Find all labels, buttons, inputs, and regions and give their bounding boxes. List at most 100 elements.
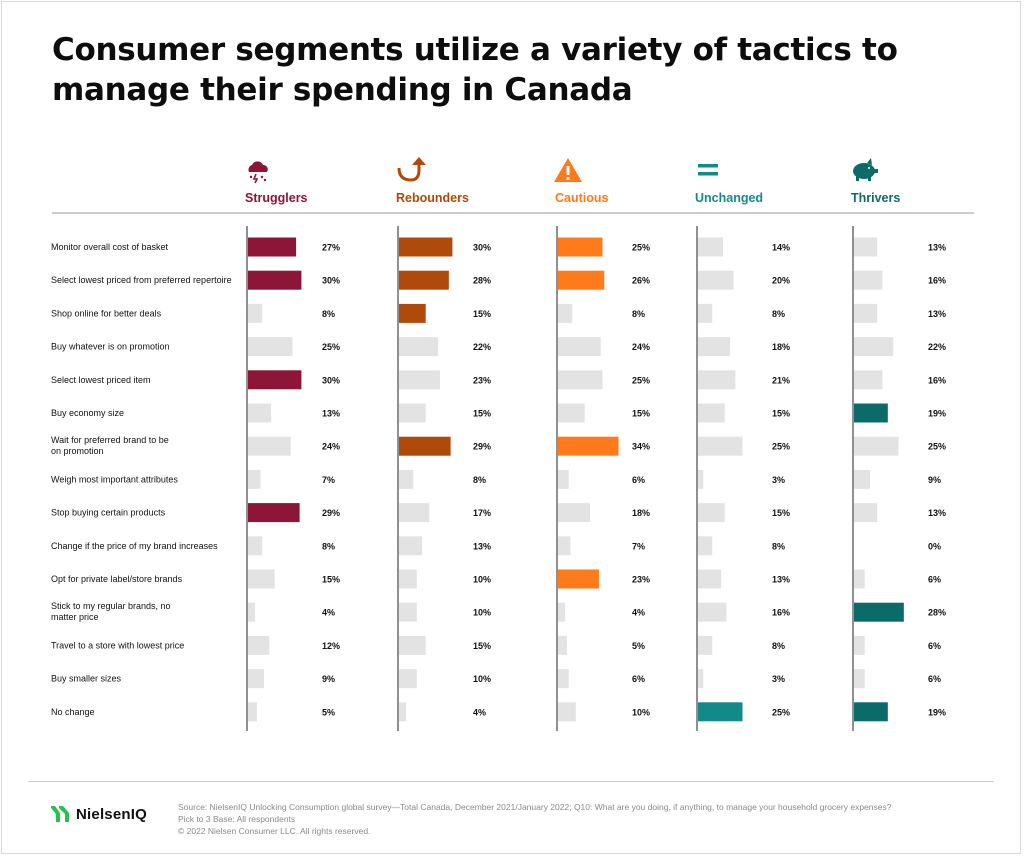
bar: [248, 569, 275, 589]
value-label: 30%: [473, 243, 491, 253]
value-label: 13%: [322, 409, 340, 419]
bar: [248, 237, 297, 257]
bar: [399, 469, 414, 489]
segment-header-thrivers: Thrivers: [851, 191, 900, 205]
tactic-label: Monitor overall cost of basket: [51, 242, 169, 252]
bar: [399, 669, 417, 689]
bar: [399, 436, 451, 456]
value-label: 21%: [772, 375, 790, 385]
value-label: 28%: [928, 608, 946, 618]
value-label: 6%: [928, 641, 941, 651]
bar: [558, 337, 601, 357]
value-label: 6%: [928, 575, 941, 585]
copyright-line: © 2022 Nielsen Consumer LLC. All rights …: [178, 826, 371, 836]
value-label: 16%: [928, 375, 946, 385]
bar: [558, 702, 576, 722]
bar: [854, 436, 899, 456]
up-arrow-icon: [397, 157, 426, 182]
value-label: 13%: [772, 575, 790, 585]
tactic-label: Stick to my regular brands, no matter pri…: [51, 601, 171, 622]
value-label: 8%: [322, 309, 335, 319]
nielseniq-logo-icon: [51, 806, 69, 822]
bar: [399, 237, 453, 257]
bar: [399, 635, 426, 655]
bar: [248, 635, 270, 655]
bar: [558, 270, 605, 290]
value-label: 16%: [928, 276, 946, 286]
bar: [558, 237, 603, 257]
value-label: 4%: [632, 608, 645, 618]
bar: [854, 469, 871, 489]
value-label: 25%: [322, 342, 340, 352]
value-label: 27%: [322, 243, 340, 253]
value-label: 15%: [322, 575, 340, 585]
bar: [854, 503, 878, 523]
bar: [698, 702, 743, 722]
value-label: 24%: [322, 442, 340, 452]
value-label: 5%: [632, 641, 645, 651]
bar: [248, 370, 302, 390]
value-label: 7%: [322, 475, 335, 485]
bar: [558, 503, 591, 523]
tactic-label: Weigh most important attributes: [51, 474, 178, 484]
bar: [248, 270, 302, 290]
segment-header-cautious: Cautious: [555, 191, 609, 205]
tactic-label: Buy economy size: [51, 408, 124, 418]
bar: [698, 303, 713, 323]
bar: [399, 337, 439, 357]
value-label: 14%: [772, 243, 790, 253]
value-label: 30%: [322, 375, 340, 385]
value-label: 29%: [322, 508, 340, 518]
tactic-label: Stop buying certain products: [51, 508, 166, 518]
value-label: 16%: [772, 608, 790, 618]
value-label: 22%: [928, 342, 946, 352]
bar: [854, 669, 865, 689]
value-label: 6%: [632, 674, 645, 684]
value-label: 15%: [473, 641, 491, 651]
segment-bar-chart: Strugglers 27% 30% 8% 25% 30% 13% 24% 7% 29% 8% 15%…: [51, 157, 974, 731]
value-label: 25%: [772, 707, 790, 717]
bar: [698, 569, 722, 589]
value-label: 20%: [772, 276, 790, 286]
value-label: 12%: [322, 641, 340, 651]
value-label: 25%: [632, 243, 650, 253]
bar: [399, 536, 423, 556]
bar: [399, 370, 440, 390]
tactic-label: Change if the price of my brand increase…: [51, 541, 218, 551]
bar: [248, 469, 261, 489]
bar: [698, 469, 704, 489]
value-label: 15%: [632, 409, 650, 419]
bar: [399, 503, 430, 523]
value-label: 4%: [322, 608, 335, 618]
bar: [399, 403, 426, 423]
bar: [399, 270, 449, 290]
value-label: 28%: [473, 276, 491, 286]
value-label: 15%: [772, 409, 790, 419]
value-label: 3%: [772, 475, 785, 485]
value-label: 7%: [632, 541, 645, 551]
bar: [399, 303, 426, 323]
bar: [854, 337, 894, 357]
segment-header-rebounders: Rebounders: [396, 191, 469, 205]
value-label: 19%: [928, 409, 946, 419]
tactic-label: Shop online for better deals: [51, 308, 162, 318]
value-label: 18%: [772, 342, 790, 352]
value-label: 15%: [772, 508, 790, 518]
bar: [558, 370, 603, 390]
bar: [854, 303, 878, 323]
bar: [854, 602, 904, 622]
value-label: 8%: [772, 541, 785, 551]
tactic-label: Opt for private label/store brands: [51, 574, 183, 584]
value-label: 6%: [928, 674, 941, 684]
bar: [698, 536, 713, 556]
value-label: 8%: [632, 309, 645, 319]
value-label: 22%: [473, 342, 491, 352]
value-label: 6%: [632, 475, 645, 485]
value-label: 13%: [928, 508, 946, 518]
value-label: 10%: [473, 674, 491, 684]
bar: [248, 669, 265, 689]
tactic-label: Buy whatever is on promotion: [51, 342, 170, 352]
bar: [698, 602, 727, 622]
value-label: 30%: [322, 276, 340, 286]
bar: [854, 635, 865, 655]
